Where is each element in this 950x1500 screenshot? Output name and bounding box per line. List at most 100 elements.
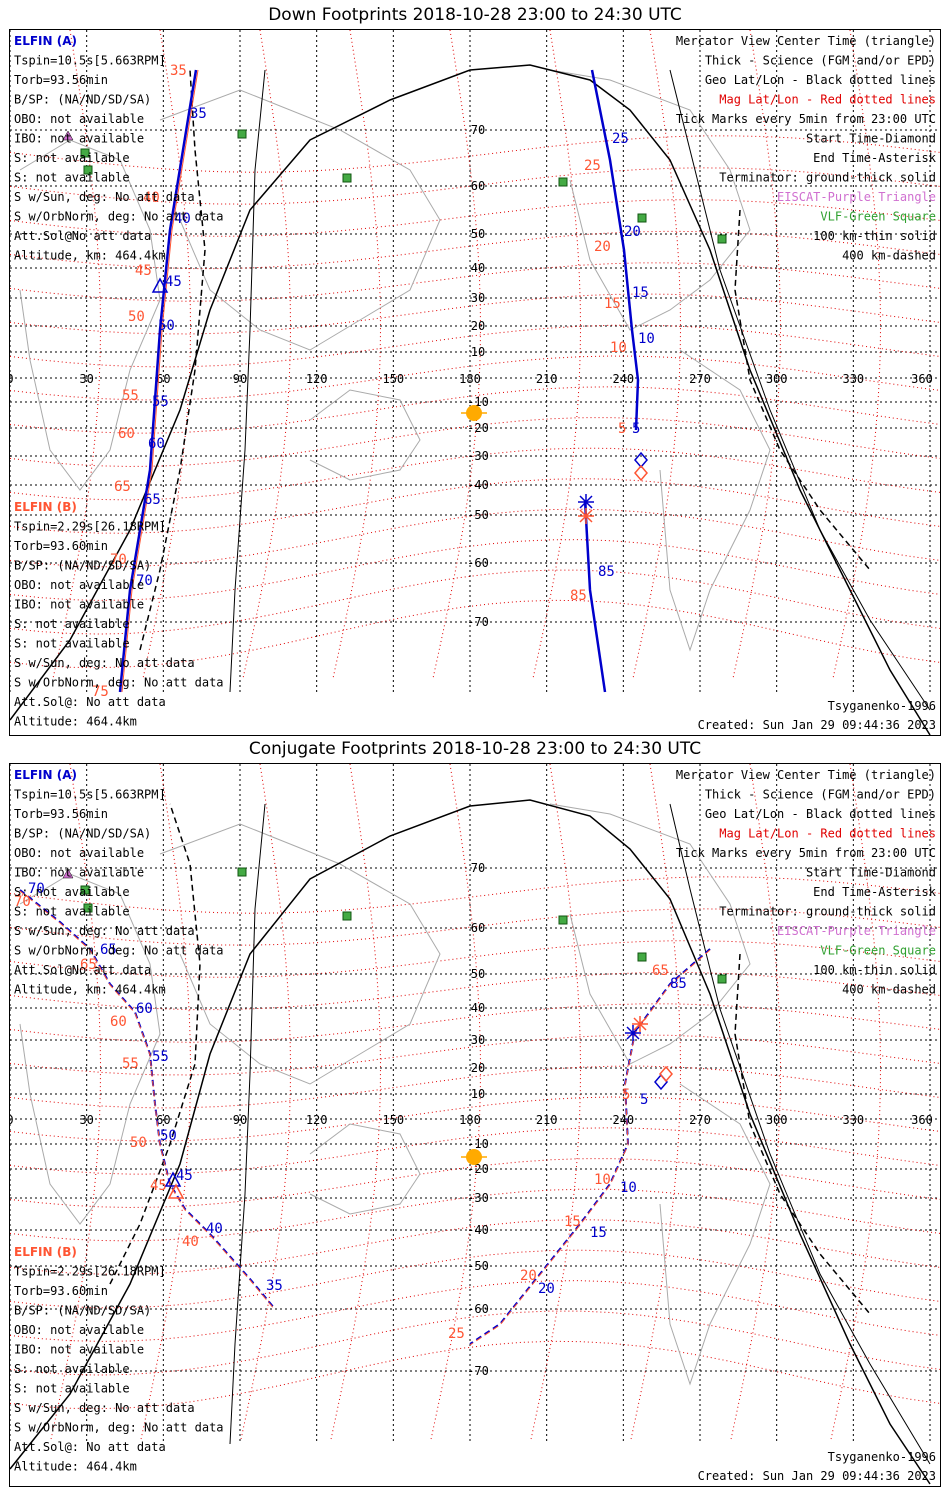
asterisk-stroke: [633, 1017, 647, 1031]
mag-lon-line: [530, 764, 581, 1440]
track-time-label: 35: [266, 1278, 283, 1294]
track-time-label: 15: [604, 296, 621, 312]
track-time-label: 40: [143, 190, 160, 206]
elfin-info-line: IBO: not available: [14, 598, 144, 612]
lat-tick-label: 40: [471, 1001, 485, 1015]
vlf-square-icon: [237, 129, 247, 139]
elfin-info-line: B/SP: (NA/ND/SD/SA): [14, 1304, 151, 1318]
mag-lon-line: [732, 30, 782, 681]
created-timestamp: Created: Sun Jan 29 09:44:36 2023: [698, 1469, 936, 1483]
lat-tick-label: 70: [471, 123, 485, 137]
start-time-diamond: [654, 1073, 668, 1091]
elfin-info-line: S: not available: [14, 637, 130, 651]
track-time-label: 5: [632, 421, 640, 437]
legend-line: Mag Lat/Lon - Red dotted lines: [719, 93, 936, 107]
mag-lat-line: [10, 135, 940, 173]
legend-line: Thick - Science (FGM and/or EPD): [705, 54, 936, 68]
lon-tick-label: 330: [842, 372, 864, 386]
elfin-info-line: S w/OrbNorm, deg: No att data: [14, 944, 224, 958]
track-time-label: 15: [632, 285, 649, 301]
elfin-info-line: Tspin=2.29s[26.18RPM]: [14, 520, 166, 534]
elfin-info-line: B/SP: (NA/ND/SD/SA): [14, 827, 151, 841]
lat-tick-label: -60: [467, 1302, 489, 1316]
coastline-australia: [309, 389, 421, 481]
legend-line: Mag Lat/Lon - Red dotted lines: [719, 827, 936, 841]
track-time-label: 10: [610, 340, 627, 356]
lat-tick-label: -30: [467, 1191, 489, 1205]
coastline-africa: [19, 139, 161, 491]
legend-line: Terminator: ground-thick solid: [719, 905, 936, 919]
track-time-label: 85: [570, 588, 587, 604]
created-timestamp: Created: Sun Jan 29 09:44:36 2023: [698, 718, 936, 732]
track-time-label: 45: [176, 1168, 193, 1184]
track-time-label: 50: [128, 309, 145, 325]
track-time-label: 20: [624, 224, 641, 240]
vlf-square-icon: [717, 234, 727, 244]
mag-lat-line: [10, 1158, 940, 1208]
elfin-info-line: Att.Sol@No att data: [14, 963, 151, 977]
lat-tick-label: -30: [467, 449, 489, 463]
terminator-100km-line: [669, 803, 931, 1465]
track-time-label: 50: [160, 1128, 177, 1144]
elfin-info-line: Att.Sol@: No att data: [14, 695, 166, 709]
elfin-info-line: B/SP: (NA/ND/SD/SA): [14, 559, 151, 573]
coastline-asia: [159, 89, 441, 351]
legend-line: EISCAT-Purple Triangle: [777, 190, 936, 204]
lat-tick-label: -60: [467, 556, 489, 570]
center-time-triangle: [164, 1171, 182, 1187]
elfin-info-line: Att.Sol@No att data: [14, 229, 151, 243]
track-time-label: 65: [80, 957, 97, 973]
elfin-info-line: S w/Sun, deg: No att data: [14, 1401, 195, 1415]
lat-tick-label: 60: [471, 921, 485, 935]
lat-tick-label: 30: [471, 291, 485, 305]
lat-tick-label: 30: [471, 1033, 485, 1047]
elfin-info-line: Torb=93.56min: [14, 73, 108, 87]
mag-lat-line: [10, 478, 940, 534]
elfin-info-line: Altitude, km: 464.4km: [14, 983, 166, 997]
legend-line: Thick - Science (FGM and/or EPD): [705, 788, 936, 802]
track-time-label: 40: [174, 211, 191, 227]
lat-tick-label: -50: [467, 508, 489, 522]
mag-lat-line: [10, 417, 940, 467]
elfin-info-header: ELFIN (A): [14, 768, 77, 782]
map-conjugate: 0306090120150180210240270300330360706050…: [10, 764, 940, 1485]
lon-tick-label: 180: [459, 372, 481, 386]
legend-line: Tick Marks every 5min from 23:00 UTC: [676, 846, 936, 860]
lon-tick-label: 60: [156, 372, 170, 386]
elfin-info-line: Altitude, km: 464.4km: [14, 249, 166, 263]
coastline-south-america: [659, 1083, 771, 1386]
eiscat-triangle-icon: [62, 868, 74, 879]
lon-tick-label: 120: [306, 372, 328, 386]
legend-line: VLF-Green Square: [820, 210, 936, 224]
legend-line: End Time-Asterisk: [813, 151, 937, 165]
vlf-square-icon: [637, 213, 647, 223]
track-time-label: 55: [122, 388, 139, 404]
elfin-info-line: S: not available: [14, 617, 130, 631]
lat-tick-label: -10: [467, 1137, 489, 1151]
lon-tick-label: 30: [79, 372, 93, 386]
asterisk-stroke: [626, 1026, 640, 1040]
vlf-square-icon: [637, 952, 647, 962]
elfin-info-line: S: not available: [14, 171, 130, 185]
lon-tick-label: 240: [612, 372, 634, 386]
track-time-label: 10: [620, 1180, 637, 1196]
lon-tick-label: 90: [233, 1113, 247, 1127]
lon-tick-label: 300: [766, 372, 788, 386]
elfin-info-line: S: not available: [14, 1382, 130, 1396]
mag-lon-line: [242, 30, 292, 681]
track-time-label: 65: [144, 492, 161, 508]
track-time-label: 15: [564, 1214, 581, 1230]
legend-line: VLF-Green Square: [820, 944, 936, 958]
map-down: 0 30 60 90 120 150 180 210 240 270 300 330 360 70 60 50…: [10, 30, 940, 735]
elfin-info-line: Torb=93.60min: [14, 539, 108, 553]
panel-frame-down: [9, 29, 941, 736]
vlf-square-icon: [342, 911, 352, 921]
asterisk-stroke: [579, 509, 593, 523]
track-time-label: 85: [670, 976, 687, 992]
elfin-info-line: S: not available: [14, 151, 130, 165]
elfin-info-line: S: not available: [14, 905, 130, 919]
coastline-south-america: [659, 349, 771, 652]
track-time-label: 5: [618, 421, 626, 437]
elfin-info-line: IBO: not available: [14, 1343, 144, 1357]
mag-lat-line: [10, 1219, 940, 1275]
